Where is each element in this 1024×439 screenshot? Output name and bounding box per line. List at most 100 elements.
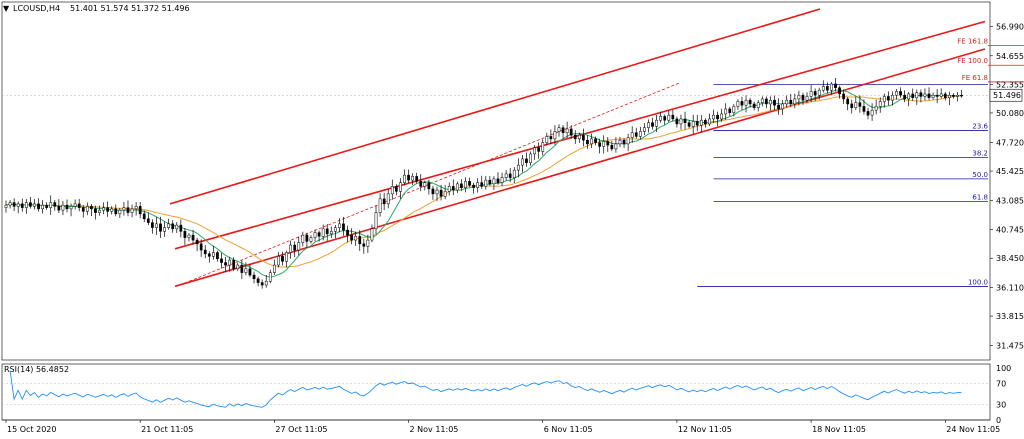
candle <box>268 269 272 284</box>
candle-body-down <box>472 184 475 188</box>
candle <box>12 198 16 212</box>
candle <box>695 114 699 132</box>
candle <box>134 202 138 216</box>
candle <box>232 257 236 271</box>
candle-body-down <box>695 121 699 126</box>
candle <box>573 130 577 144</box>
candle <box>159 216 162 239</box>
candle-body-up <box>516 164 520 171</box>
candle-body-down <box>789 99 793 105</box>
candle <box>207 251 211 263</box>
candle-body-up <box>553 131 557 140</box>
candle <box>191 229 195 245</box>
candle-body-up <box>370 228 374 241</box>
candle <box>382 192 386 211</box>
candle <box>411 173 414 185</box>
current-price-box <box>989 88 1023 102</box>
candle <box>350 228 353 245</box>
candle <box>386 189 390 209</box>
candle-body-up <box>61 204 65 211</box>
candle <box>508 167 512 183</box>
candle <box>858 95 862 113</box>
candle <box>69 203 73 217</box>
candle <box>16 201 20 214</box>
candle <box>224 256 227 272</box>
candle-body-up <box>492 178 496 185</box>
candle-body-up <box>817 89 821 96</box>
candle-body-down <box>142 213 146 220</box>
candle-body-up <box>512 169 516 178</box>
candle-body-up <box>49 202 53 208</box>
candle <box>126 200 130 217</box>
candle-body-down <box>748 99 752 105</box>
candle <box>626 133 630 152</box>
candle-body-up <box>403 174 406 183</box>
candle <box>199 239 203 257</box>
candle-body-up <box>821 86 825 91</box>
candle <box>244 262 248 276</box>
candle <box>805 92 809 104</box>
candle <box>167 218 171 230</box>
candle-body-down <box>468 181 471 186</box>
candle <box>354 231 358 246</box>
candle-body-up <box>228 259 232 266</box>
candle <box>931 92 935 100</box>
candle-body-down <box>37 203 40 210</box>
candle <box>939 88 943 99</box>
candle-body-down <box>439 189 443 197</box>
candle <box>228 256 232 272</box>
candle <box>476 178 480 193</box>
candle <box>45 202 49 210</box>
candle-body-down <box>224 262 227 266</box>
candle-body-down <box>248 268 252 276</box>
candle-body-up <box>8 202 12 206</box>
candle <box>390 179 394 200</box>
candle <box>598 138 602 154</box>
candle <box>423 180 427 191</box>
candle <box>699 115 703 133</box>
ohlc-readout: 51.401 51.574 51.372 51.496 <box>70 4 190 13</box>
y-tick-label: 45.425 <box>996 167 1024 176</box>
candle-body-down <box>488 179 492 185</box>
candle-body-up <box>244 268 248 273</box>
candle-body-up <box>882 96 886 102</box>
candle-body-down <box>325 228 329 235</box>
candle-body-up <box>805 96 809 101</box>
candle-body-down <box>195 239 199 245</box>
candle-body-up <box>529 153 532 163</box>
rsi-header: RSI(14) 56.4852 <box>4 365 69 374</box>
candle-body-up <box>626 137 630 145</box>
candle-body-down <box>919 92 923 97</box>
candle <box>911 88 915 101</box>
candle-body-down <box>858 102 862 107</box>
candle <box>760 96 764 107</box>
candle <box>8 200 12 209</box>
fib-level-label: 23.6 <box>972 123 988 131</box>
candle <box>874 99 878 115</box>
main-plot-frame <box>1 1 991 361</box>
candle <box>439 184 443 201</box>
candle-body-up <box>73 203 77 207</box>
candle-body-up <box>602 141 606 147</box>
candle <box>443 184 447 200</box>
candle-body-down <box>927 93 931 98</box>
candle-body-up <box>915 92 919 98</box>
menu-arrow-icon[interactable]: ▼ <box>3 4 10 13</box>
candle <box>679 114 683 130</box>
candle <box>545 132 549 146</box>
candle <box>789 93 793 108</box>
candle <box>277 252 280 268</box>
candle-body-down <box>850 103 854 108</box>
candle-body-down <box>305 234 309 242</box>
candle <box>151 219 154 234</box>
candle <box>195 237 199 252</box>
candle-body-down <box>704 119 707 125</box>
y-tick-label: 33.815 <box>996 312 1024 321</box>
candle-body-up <box>4 204 8 208</box>
candle <box>333 225 337 239</box>
candle <box>927 87 931 101</box>
candle <box>472 182 475 194</box>
candle-body-down <box>191 234 195 241</box>
